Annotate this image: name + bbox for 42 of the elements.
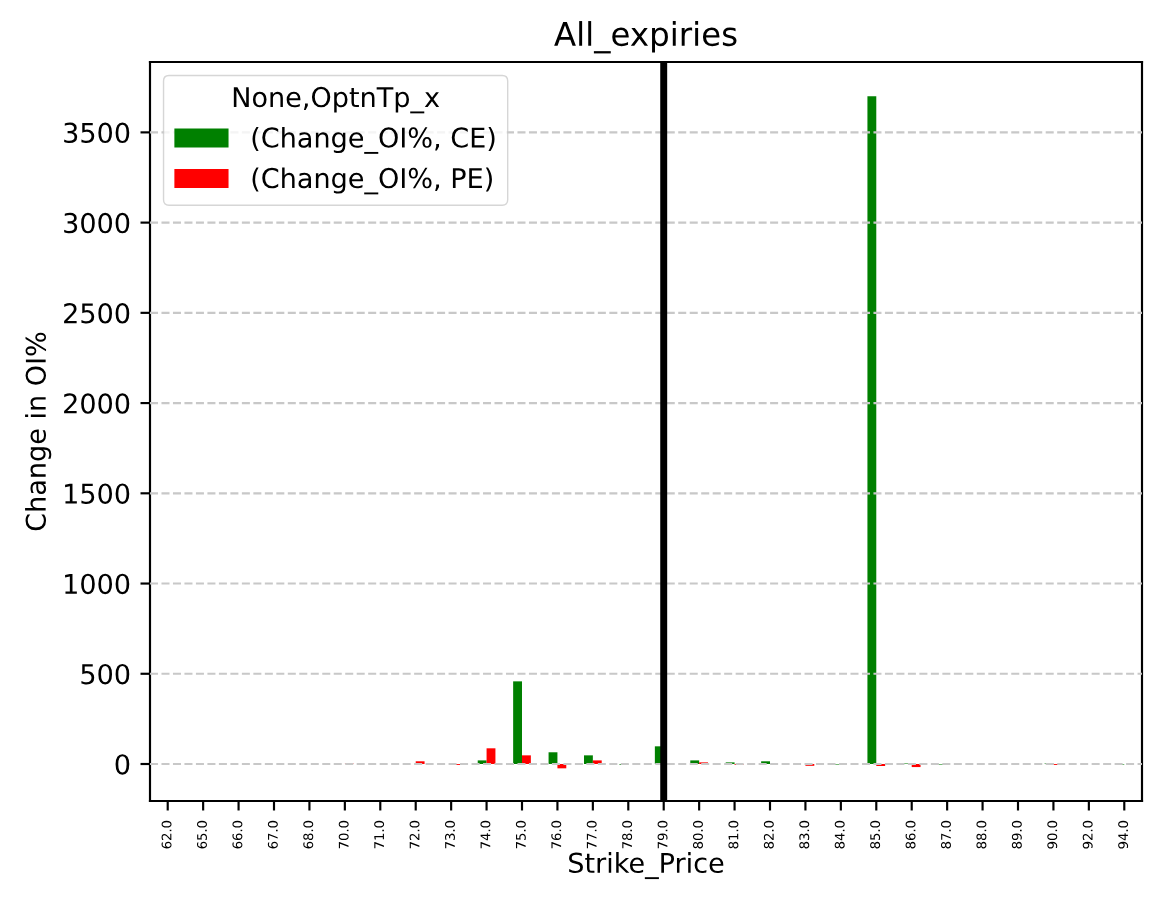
x-tick-label: 71.0 (374, 820, 385, 849)
x-tick-label: 66.0 (232, 820, 243, 849)
y-tick-label: 0 (115, 754, 130, 775)
x-tick-label: 72.0 (409, 820, 420, 849)
y-tick-label: 2500 (64, 303, 130, 324)
x-tick-label: 85.0 (870, 820, 881, 849)
chart-title: All_expiries (554, 21, 737, 54)
x-tick-label: 82.0 (763, 820, 774, 849)
x-tick-label: 83.0 (799, 820, 810, 849)
y-tick-label: 1000 (65, 573, 130, 595)
x-tick-label: 79.0 (657, 820, 668, 849)
x-tick-label: 90.0 (1047, 820, 1058, 849)
y-tick-label: 3500 (64, 122, 130, 144)
x-tick-label: 68.0 (303, 820, 314, 849)
x-tick-label: 88.0 (976, 820, 987, 849)
legend-label: (Change_OI%, CE) (252, 126, 495, 154)
x-tick-label: 92.0 (1082, 820, 1093, 849)
y-tick-label: 2000 (64, 393, 130, 414)
x-tick-label: 78.0 (622, 820, 633, 849)
y-tick-label: 500 (81, 663, 130, 685)
y-tick-label: 3000 (64, 212, 130, 234)
x-tick-label: 86.0 (905, 820, 916, 849)
y-axis-title: Change in OI% (25, 332, 52, 531)
x-tick-label: 62.0 (161, 820, 172, 849)
legend-label: (Change_OI%, PE) (252, 167, 492, 195)
x-tick-label: 76.0 (551, 820, 562, 849)
x-tick-label: 87.0 (940, 820, 951, 849)
x-tick-label: 73.0 (444, 820, 455, 849)
x-tick-label: 70.0 (338, 820, 349, 849)
x-tick-label: 65.0 (196, 820, 207, 849)
x-tick-label: 89.0 (1011, 820, 1022, 849)
x-tick-label: 74.0 (480, 820, 491, 849)
x-tick-label: 75.0 (515, 820, 526, 849)
x-axis-title: Strike_Price (569, 852, 724, 880)
x-tick-label: 94.0 (1118, 820, 1129, 849)
x-tick-label: 80.0 (692, 820, 703, 849)
x-tick-label: 84.0 (834, 820, 845, 849)
x-tick-label: 67.0 (267, 820, 278, 849)
legend-title: None,OptnTp_x (233, 86, 440, 114)
x-tick-label: 77.0 (586, 820, 597, 849)
y-tick-label: 1500 (65, 483, 130, 504)
x-tick-label: 81.0 (728, 820, 739, 849)
